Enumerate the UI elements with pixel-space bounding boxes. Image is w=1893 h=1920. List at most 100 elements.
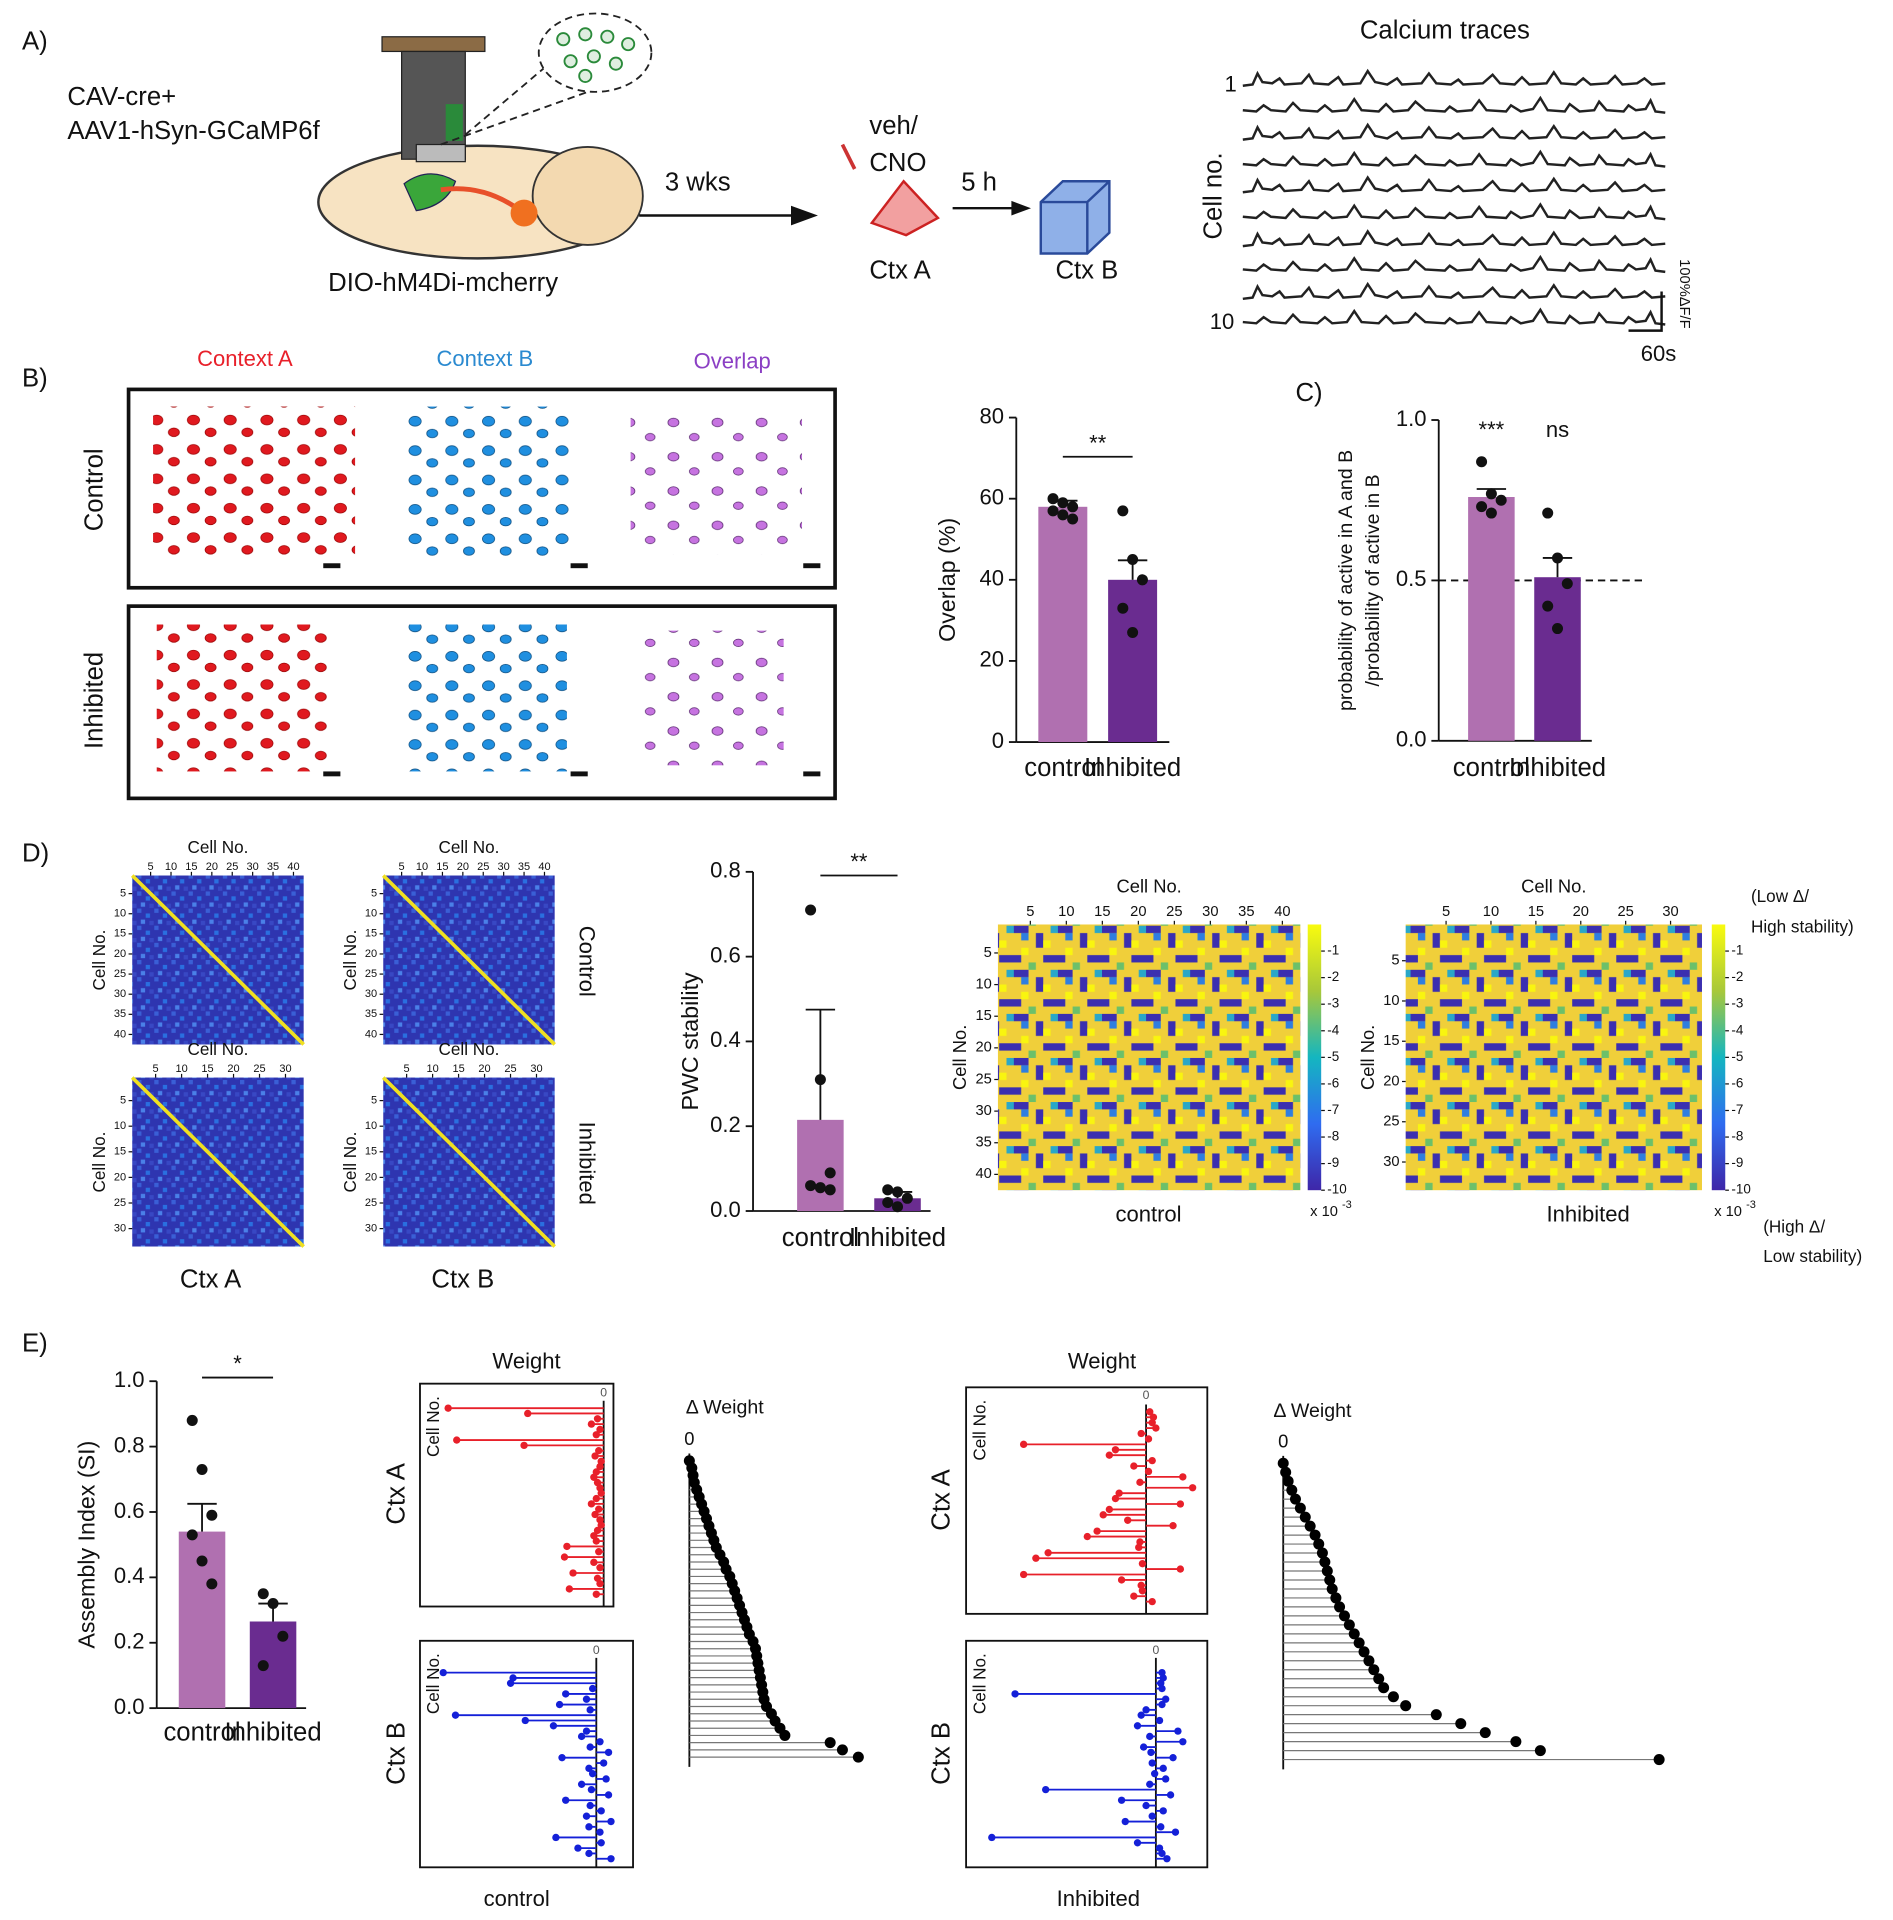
stem-marker xyxy=(558,1754,566,1762)
stem-marker xyxy=(1159,1764,1167,1773)
heatmap-tick-label: 5 xyxy=(1026,904,1034,920)
heatmap-tick-label: 10 xyxy=(175,1063,187,1075)
heatmap-tick-label: 15 xyxy=(1383,1033,1399,1049)
bar xyxy=(1108,579,1158,743)
heatmap-tick-label: 20 xyxy=(114,1171,126,1183)
calcium-traces xyxy=(1241,69,1667,326)
stem-marker xyxy=(1147,1748,1155,1757)
stem-marker xyxy=(1316,1547,1328,1559)
stem-marker xyxy=(1019,1440,1028,1449)
row-label: Inhibited xyxy=(80,652,108,749)
heatmap-tick-label: 40 xyxy=(975,1166,991,1182)
heatmap-tick-label: 5 xyxy=(148,861,154,873)
colorbar-tick-label: -3 xyxy=(1731,996,1743,1011)
colorbar-exponent: -3 xyxy=(1746,1199,1756,1211)
stem-marker xyxy=(1158,1684,1166,1693)
y-tick-label: 0.4 xyxy=(710,1027,741,1052)
stem-marker xyxy=(582,1727,591,1735)
column-label: Overlap xyxy=(694,348,771,373)
stem-marker xyxy=(577,1780,586,1788)
data-point xyxy=(882,1184,894,1196)
heatmap-tick-label: 35 xyxy=(1238,904,1254,920)
context-label: Ctx B xyxy=(383,1722,411,1785)
stem-marker xyxy=(1111,1494,1120,1503)
colorbar-tick-label: -5 xyxy=(1731,1049,1743,1064)
data-point xyxy=(267,1598,279,1610)
stem-marker xyxy=(587,1500,596,1508)
bar xyxy=(1468,497,1515,741)
stem-marker xyxy=(574,1844,582,1852)
heatmap-tick-label: 25 xyxy=(226,861,238,873)
stem-marker xyxy=(596,1425,604,1434)
stem-marker xyxy=(590,1473,598,1481)
colorbar-tick-label: -8 xyxy=(1731,1129,1743,1144)
stem-marker xyxy=(588,1769,597,1778)
data-point xyxy=(824,1167,836,1179)
stem-marker xyxy=(596,1579,604,1588)
data-point xyxy=(1117,602,1129,614)
heatmap-tick-label: 20 xyxy=(1383,1073,1399,1089)
stem-marker xyxy=(593,1526,602,1535)
y-tick-label: 20 xyxy=(980,647,1005,672)
stem-marker xyxy=(1148,1812,1156,1820)
delay-text: 3 wks xyxy=(665,168,731,196)
heatmap-tick-label: 10 xyxy=(365,908,377,920)
data-point xyxy=(206,1578,218,1590)
y-tick-label: 40 xyxy=(980,566,1005,591)
plot-title: Δ Weight xyxy=(1273,1400,1352,1422)
stem-marker xyxy=(1387,1691,1399,1703)
heatmap xyxy=(1405,924,1702,1191)
y-axis-title: Cell No. xyxy=(423,1396,443,1457)
heatmap-axis-title: Cell No. xyxy=(89,930,109,991)
data-point xyxy=(186,1414,198,1426)
data-point xyxy=(1047,493,1059,505)
heatmap-tick-label: 10 xyxy=(114,1120,126,1132)
stem-marker xyxy=(563,1542,571,1551)
stem-marker xyxy=(1343,1619,1355,1631)
heatmap-tick-label: 40 xyxy=(1274,904,1290,920)
data-point xyxy=(1057,497,1069,509)
stem-marker xyxy=(1124,1516,1132,1524)
heatmap-tick-label: 20 xyxy=(206,861,218,873)
data-point xyxy=(1485,488,1497,500)
heatmap-axis-title: Cell No. xyxy=(340,930,360,991)
stem-marker xyxy=(597,1807,605,1815)
stem-marker xyxy=(1280,1466,1292,1478)
x-tick-label: control xyxy=(1453,754,1530,782)
stem-marker xyxy=(1479,1727,1491,1739)
colorbar-tick-label: -1 xyxy=(1327,943,1339,958)
heatmap-tick-label: 20 xyxy=(975,1040,991,1056)
heatmap-tick-label: 30 xyxy=(247,861,259,873)
bar xyxy=(1534,577,1581,741)
bar xyxy=(249,1621,297,1709)
stem-marker xyxy=(1137,1711,1145,1719)
colorbar-tick-label: -7 xyxy=(1327,1102,1339,1117)
heatmap-tick-label: 25 xyxy=(504,1063,516,1075)
data-point xyxy=(1047,505,1059,517)
cell-map xyxy=(153,406,356,560)
stem-marker xyxy=(597,1489,605,1497)
data-point xyxy=(1136,574,1148,586)
stem-marker xyxy=(592,1590,600,1598)
y-tick-label: 0.4 xyxy=(114,1563,145,1588)
y-axis-title: Overlap (%) xyxy=(934,518,960,642)
data-point xyxy=(901,1192,913,1204)
stem-marker xyxy=(1158,1700,1166,1709)
heatmap-tick-label: 30 xyxy=(1202,904,1218,920)
x-tick-label: 0 xyxy=(684,1428,694,1449)
significance: ** xyxy=(850,849,868,874)
y-tick-label: 0.8 xyxy=(710,858,741,883)
significance: ns xyxy=(1546,417,1569,442)
stem-marker xyxy=(587,1420,596,1428)
stem-marker xyxy=(451,1711,460,1719)
stem-marker xyxy=(1152,1424,1160,1432)
colorbar-exponent: -3 xyxy=(1342,1199,1352,1211)
heatmap-axis-title: Cell No. xyxy=(187,837,248,857)
colorbar-tick-label: -2 xyxy=(1731,969,1743,984)
data-point xyxy=(196,1555,208,1567)
stem-marker xyxy=(524,1409,532,1418)
neurons xyxy=(556,27,636,83)
column-label: Ctx B xyxy=(431,1266,494,1294)
heatmap-tick-label: 5 xyxy=(371,888,377,900)
